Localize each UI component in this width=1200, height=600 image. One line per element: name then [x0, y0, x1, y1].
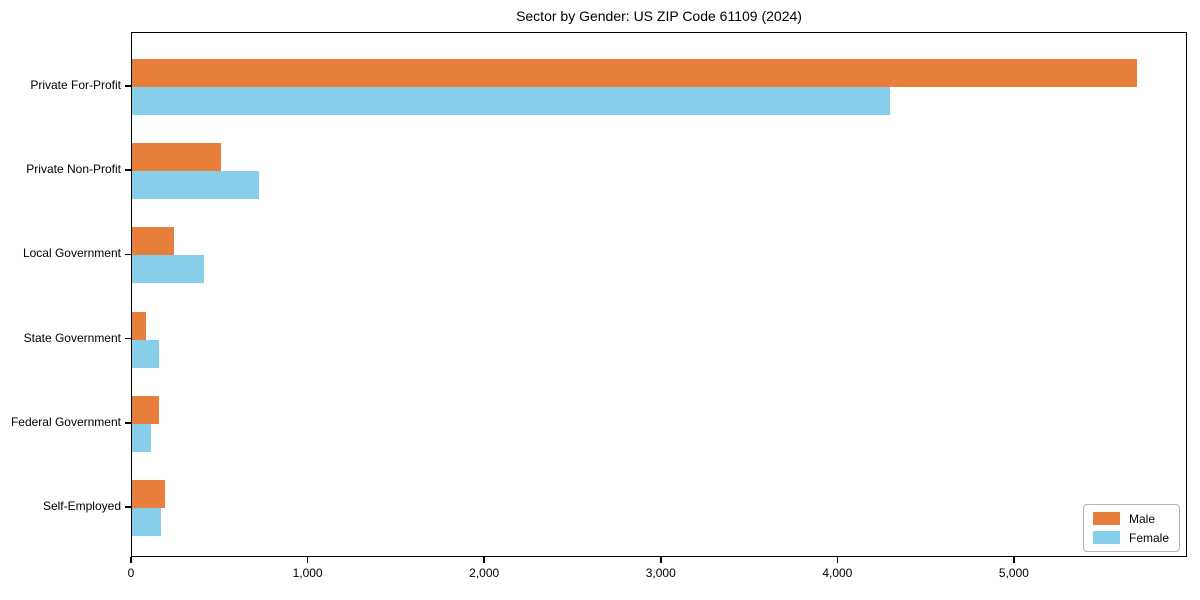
x-tick-mark [836, 557, 839, 563]
y-tick-label: Self-Employed [42, 499, 121, 513]
x-tick-label: 4,000 [822, 566, 853, 580]
bar-male-local-government [132, 227, 174, 256]
legend: Male Female [1082, 504, 1180, 552]
y-tick-mark [125, 85, 131, 87]
bar-female-federal-government [132, 423, 152, 452]
bar-female-local-government [132, 255, 204, 284]
x-tick-label: 2,000 [469, 566, 500, 580]
legend-label-female: Female [1128, 530, 1169, 545]
y-tick-label: Local Government [22, 246, 121, 261]
bar-female-self-employed [132, 508, 162, 536]
y-tick-label: Private Non-Profit [26, 162, 121, 177]
y-tick-label: State Government [23, 330, 121, 345]
x-tick-mark [130, 557, 132, 563]
chart-title: Sector by Gender: US ZIP Code 61109 (202… [516, 8, 802, 24]
x-tick-mark [660, 557, 662, 563]
legend-label-male: Male [1128, 511, 1155, 526]
x-tick-mark [1013, 557, 1015, 563]
y-tick-label: Federal Government [10, 414, 121, 429]
y-tick-mark [125, 506, 131, 508]
bar-female-private-non-profit [132, 171, 260, 200]
bar-male-state-government [132, 311, 147, 340]
legend-item-female: Female [1092, 530, 1169, 545]
x-tick-mark [483, 557, 485, 563]
bar-male-federal-government [132, 395, 159, 424]
x-tick-mark [306, 557, 309, 563]
legend-item-male: Male [1092, 511, 1169, 526]
bar-male-self-employed [132, 480, 165, 508]
plot-area: Male Female [131, 32, 1187, 557]
y-tick-mark [125, 422, 131, 424]
x-tick-label: 5,000 [998, 566, 1029, 580]
male-series-swatch [1092, 512, 1120, 525]
bar-female-private-for-profit [132, 87, 890, 115]
y-tick-mark [125, 337, 131, 340]
bar-male-private-for-profit [132, 59, 1137, 87]
y-tick-label: Private For-Profit [30, 78, 121, 92]
y-tick-mark [125, 169, 131, 171]
x-tick-label: 0 [127, 566, 135, 580]
female-series-swatch [1092, 531, 1120, 544]
bar-male-private-non-profit [132, 143, 222, 172]
x-tick-label: 1,000 [292, 566, 323, 580]
x-tick-label: 3,000 [645, 566, 676, 580]
y-tick-mark [125, 253, 131, 256]
bar-female-state-government [132, 339, 160, 368]
